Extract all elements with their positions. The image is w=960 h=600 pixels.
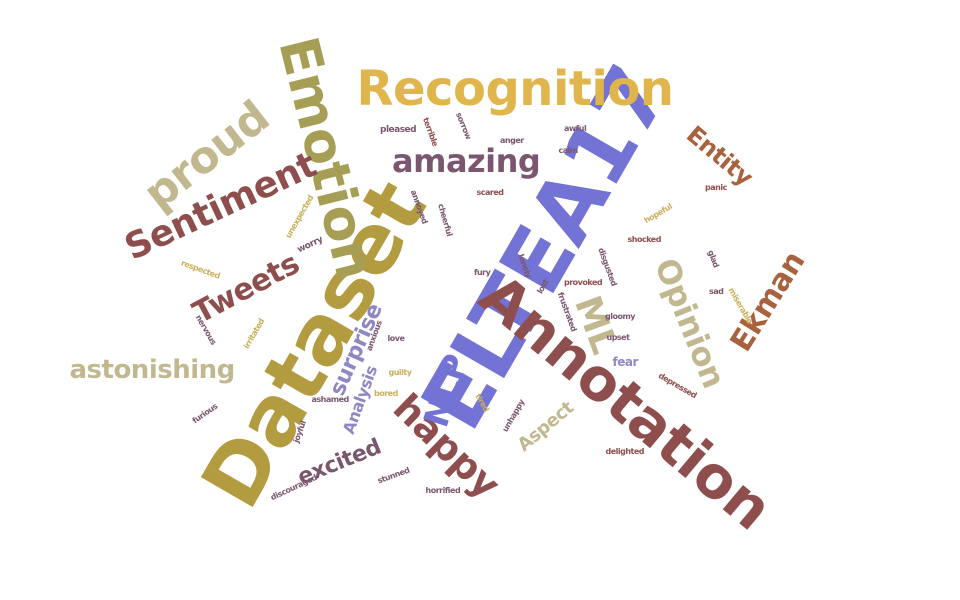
- word-recognition: Recognition: [356, 61, 674, 117]
- word-gloomy: gloomy: [605, 312, 636, 321]
- word-amazing: amazing: [392, 142, 541, 180]
- word-horrified: horrified: [425, 486, 461, 495]
- word-glad: glad: [706, 249, 721, 269]
- word-fury: fury: [474, 268, 491, 277]
- word-shocked: shocked: [627, 235, 662, 244]
- word-anger: anger: [500, 136, 524, 145]
- word-panic: panic: [705, 183, 727, 192]
- word-sad: sad: [709, 287, 724, 296]
- word-ashamed: ashamed: [311, 395, 350, 404]
- word-love: love: [387, 334, 405, 343]
- word-upset: upset: [606, 333, 630, 342]
- word-delighted: delighted: [605, 447, 645, 456]
- word-stunned: stunned: [375, 465, 411, 486]
- word-bored: bored: [374, 389, 398, 398]
- word-hopeful: hopeful: [642, 201, 674, 226]
- word-astonishing: astonishing: [69, 355, 236, 385]
- word-aspect: Aspect: [513, 397, 578, 456]
- word-provoked: provoked: [564, 278, 603, 287]
- word-entity: Entity: [680, 120, 758, 192]
- word-guilty: guilty: [388, 368, 412, 377]
- word-respected: respected: [179, 258, 221, 281]
- word-calm: calm: [558, 146, 579, 155]
- word-scared: scared: [476, 188, 505, 197]
- word-awful: awful: [564, 124, 587, 133]
- word-fear: fear: [612, 355, 639, 369]
- word-pleased: pleased: [380, 124, 417, 135]
